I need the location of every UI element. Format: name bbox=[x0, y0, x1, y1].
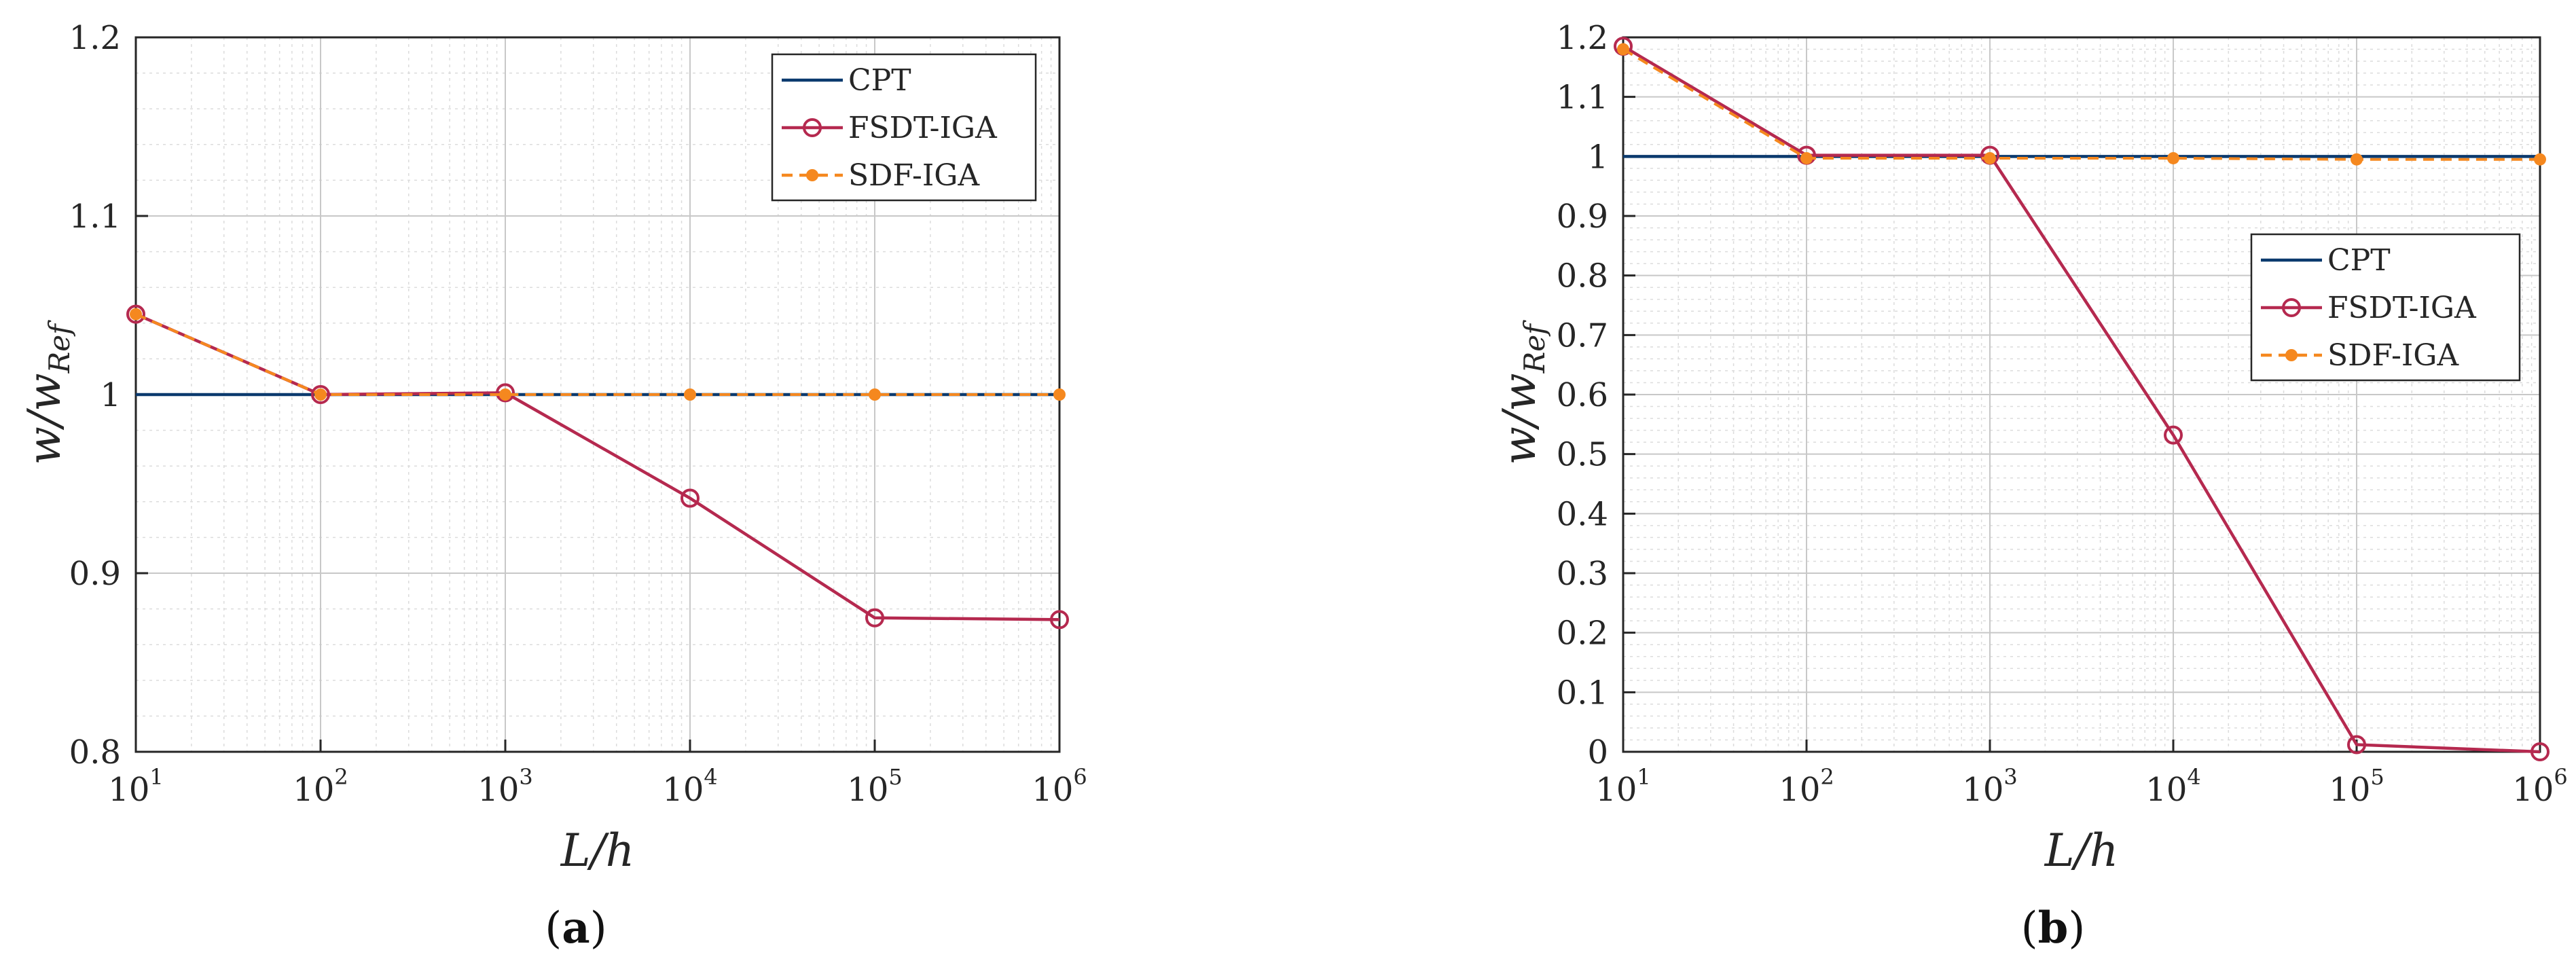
data-point-sdf-a bbox=[684, 388, 696, 401]
data-point-sdf-b bbox=[2534, 153, 2546, 166]
x-tick-label: 105 bbox=[2329, 764, 2384, 809]
y-tick-label: 0.2 bbox=[1557, 615, 1608, 653]
data-point-sdf-b bbox=[1617, 43, 1629, 56]
y-axis-title-b: w/wRef bbox=[1493, 320, 1551, 465]
data-point-fsdt-a bbox=[126, 304, 145, 324]
data-point-sdf-a bbox=[314, 388, 327, 401]
data-point-sdf-b bbox=[1800, 151, 1813, 164]
legend-a: CPT FSDT-IGA SDF-IGA bbox=[771, 53, 1037, 202]
legend-label-fsdt-b: FSDT-IGA bbox=[2327, 291, 2477, 325]
chart-panel-b: 101 102 103 104 105 106 0 0.1 0.2 0.3 0.4 0.5 0.6 0.7… bbox=[1493, 19, 2568, 953]
caption-a: (a) bbox=[545, 903, 606, 953]
y-tick-label: 0.3 bbox=[1557, 555, 1608, 593]
data-point-sdf-a bbox=[869, 388, 881, 401]
legend-marker-sdf-b bbox=[2285, 349, 2298, 361]
data-point-fsdt-b bbox=[2164, 425, 2183, 445]
y-tick-label: 0.8 bbox=[1557, 257, 1608, 295]
x-tick-label: 104 bbox=[2145, 764, 2200, 809]
x-tick-label: 106 bbox=[1032, 764, 1087, 809]
legend-label-cpt-a: CPT bbox=[848, 63, 911, 98]
legend-label-sdf-b: SDF-IGA bbox=[2327, 338, 2459, 373]
x-axis-title-a: L/h bbox=[560, 824, 635, 877]
legend-label-cpt-b: CPT bbox=[2327, 243, 2391, 278]
legend-b: CPT FSDT-IGA SDF-IGA bbox=[2250, 233, 2521, 382]
x-tick-label: 105 bbox=[847, 764, 902, 809]
data-point-sdf-b bbox=[1984, 151, 1996, 164]
chart-panel-a: 101 102 103 104 105 106 0.8 0.9 1 1.1 1.2 CPT FSDT-… bbox=[18, 19, 1087, 953]
legend-label-fsdt-a: FSDT-IGA bbox=[848, 111, 998, 145]
y-tick-label: 1 bbox=[100, 376, 121, 414]
y-tick-label: 0.5 bbox=[1557, 436, 1608, 474]
data-point-fsdt-a bbox=[496, 383, 515, 403]
series-line-sdf-b bbox=[1622, 48, 2540, 161]
legend-marker-sdf-a bbox=[806, 169, 818, 181]
y-tick-label: 1.1 bbox=[69, 198, 121, 236]
y-tick-label: 0.7 bbox=[1557, 316, 1608, 355]
caption-b: (b) bbox=[2021, 903, 2086, 953]
y-tick-label: 1.2 bbox=[1557, 19, 1608, 57]
y-tick-label: 0.6 bbox=[1557, 376, 1608, 414]
x-tick-label: 101 bbox=[1595, 764, 1650, 809]
x-tick-label: 102 bbox=[293, 764, 348, 809]
legend-marker-fsdt-b bbox=[2282, 298, 2301, 317]
series-a bbox=[126, 304, 1069, 630]
y-tick-label: 0.4 bbox=[1557, 495, 1608, 533]
data-point-fsdt-a bbox=[1050, 610, 1069, 630]
x-axis-title-b: L/h bbox=[2044, 824, 2119, 877]
legend-label-sdf-a: SDF-IGA bbox=[848, 158, 980, 193]
data-point-sdf-b bbox=[2351, 153, 2363, 166]
data-point-fsdt-a bbox=[865, 608, 884, 628]
data-point-sdf-b bbox=[2167, 151, 2179, 164]
data-point-fsdt-b bbox=[2347, 735, 2366, 755]
data-point-fsdt-a bbox=[681, 488, 700, 508]
y-tick-label: 0 bbox=[1587, 733, 1608, 771]
ticks-a: 101 102 103 104 105 106 0.8 0.9 1 1.1 1.2 bbox=[69, 19, 1087, 809]
y-tick-label: 0.9 bbox=[69, 555, 121, 593]
y-tick-label: 0.8 bbox=[69, 733, 121, 771]
ticks-b: 101 102 103 104 105 106 0 0.1 0.2 0.3 0.4 0.5 0.6 0.7… bbox=[1557, 19, 2568, 809]
y-tick-label: 0.9 bbox=[1557, 198, 1608, 236]
series-b bbox=[1614, 37, 2550, 761]
x-tick-label: 103 bbox=[477, 764, 532, 809]
y-axis-title-a: w/wRef bbox=[18, 320, 76, 465]
data-point-fsdt-a bbox=[311, 385, 330, 404]
x-tick-label: 102 bbox=[1779, 764, 1834, 809]
data-point-fsdt-b bbox=[2530, 742, 2550, 761]
data-point-sdf-a bbox=[1053, 388, 1066, 401]
y-tick-label: 0.1 bbox=[1557, 674, 1608, 712]
series-line-fsdt-b bbox=[1622, 45, 2541, 754]
x-tick-label: 103 bbox=[1962, 764, 2017, 809]
data-point-sdf-a bbox=[130, 308, 142, 321]
series-line-sdf-a bbox=[135, 312, 1059, 396]
x-tick-label: 101 bbox=[108, 764, 163, 809]
y-tick-label: 1.1 bbox=[1557, 79, 1608, 117]
x-tick-label: 106 bbox=[2512, 764, 2567, 809]
legend-marker-fsdt-a bbox=[803, 118, 822, 137]
y-tick-label: 1 bbox=[1587, 138, 1608, 176]
data-point-sdf-a bbox=[499, 388, 511, 401]
y-tick-label: 1.2 bbox=[69, 19, 121, 57]
grid-b bbox=[1622, 37, 2541, 752]
x-tick-label: 104 bbox=[662, 764, 717, 809]
